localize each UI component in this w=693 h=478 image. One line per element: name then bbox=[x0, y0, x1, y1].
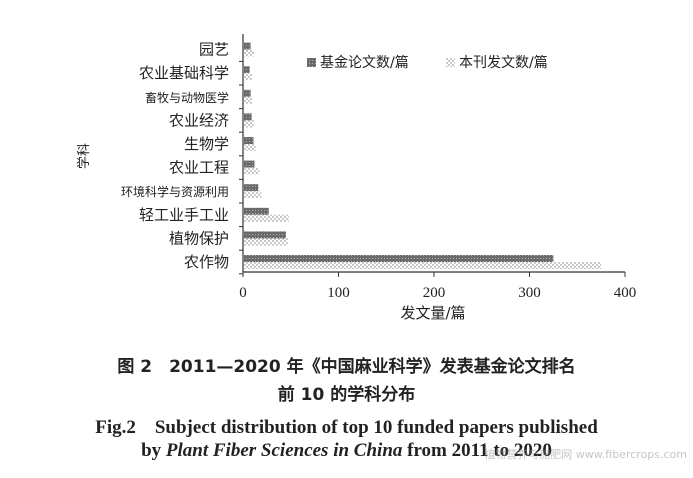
bar-journal-papers bbox=[244, 167, 260, 175]
legend-label-funded: 基金论文数/篇 bbox=[320, 54, 409, 71]
bar-journal-papers bbox=[244, 73, 252, 81]
figure-caption-chinese-line1: 图 2 2011—2020 年《中国麻业科学》发表基金论文排名 bbox=[117, 357, 576, 377]
bar-journal-papers bbox=[244, 96, 253, 104]
bar-journal-papers bbox=[244, 144, 256, 151]
legend-swatch-funded bbox=[307, 58, 316, 67]
category-label: 农作物 bbox=[184, 253, 229, 271]
x-tick-label: 400 bbox=[614, 285, 637, 301]
bar-funded-papers bbox=[244, 231, 286, 239]
category-label: 畜牧与动物医学 bbox=[145, 90, 229, 105]
category-label: 农业经济 bbox=[169, 111, 229, 129]
legend-label-journal: 本刊发文数/篇 bbox=[459, 55, 548, 71]
bar-funded-papers bbox=[244, 255, 554, 262]
x-axis-label: 发文量/篇 bbox=[400, 304, 465, 322]
category-label: 环境科学与资源利用 bbox=[121, 184, 229, 199]
category-label: 轻工业手工业 bbox=[139, 206, 229, 224]
category-label: 农业工程 bbox=[169, 159, 229, 177]
bar-funded-papers bbox=[244, 137, 254, 144]
x-tick-label: 300 bbox=[518, 285, 541, 301]
bar-journal-papers bbox=[244, 214, 289, 222]
y-axis-label: 学科 bbox=[76, 143, 92, 169]
caption-en-prefix: by bbox=[141, 440, 166, 461]
category-label: 植物保护 bbox=[169, 229, 229, 247]
bar-journal-papers bbox=[244, 120, 255, 128]
bar-funded-papers bbox=[244, 113, 252, 121]
bar-journal-papers bbox=[244, 191, 262, 199]
category-label: 生物学 bbox=[184, 135, 229, 153]
figure-caption-chinese-line2: 前 10 的学科分布 bbox=[277, 385, 416, 405]
legend-swatch-journal bbox=[446, 58, 455, 67]
x-tick-label: 200 bbox=[423, 285, 446, 301]
journal-title: Plant Fiber Sciences in China bbox=[165, 440, 403, 461]
x-tick-label: 100 bbox=[327, 285, 350, 301]
figure-caption-english-line1: Fig.2 Subject distribution of top 10 fun… bbox=[95, 417, 598, 438]
watermark: 植物营养与施肥网 www.fibercrops.com bbox=[484, 448, 687, 461]
category-label: 园艺 bbox=[199, 41, 229, 59]
bar-funded-papers bbox=[244, 42, 251, 50]
bar-funded-papers bbox=[244, 160, 255, 168]
bar-funded-papers bbox=[244, 184, 259, 192]
category-label: 农业基础科学 bbox=[139, 64, 229, 82]
bar-journal-papers bbox=[244, 238, 288, 246]
bar-funded-papers bbox=[244, 66, 250, 74]
bar-journal-papers bbox=[244, 262, 602, 269]
bar-funded-papers bbox=[244, 89, 251, 97]
figure-caption-english-line2: by Plant Fiber Sciences in China from 20… bbox=[0, 440, 693, 462]
bar-journal-papers bbox=[244, 49, 255, 57]
bar-funded-papers bbox=[244, 207, 269, 215]
caption-en-suffix: from 2011 to 2020 bbox=[402, 440, 552, 461]
x-tick-label: 0 bbox=[239, 285, 247, 301]
